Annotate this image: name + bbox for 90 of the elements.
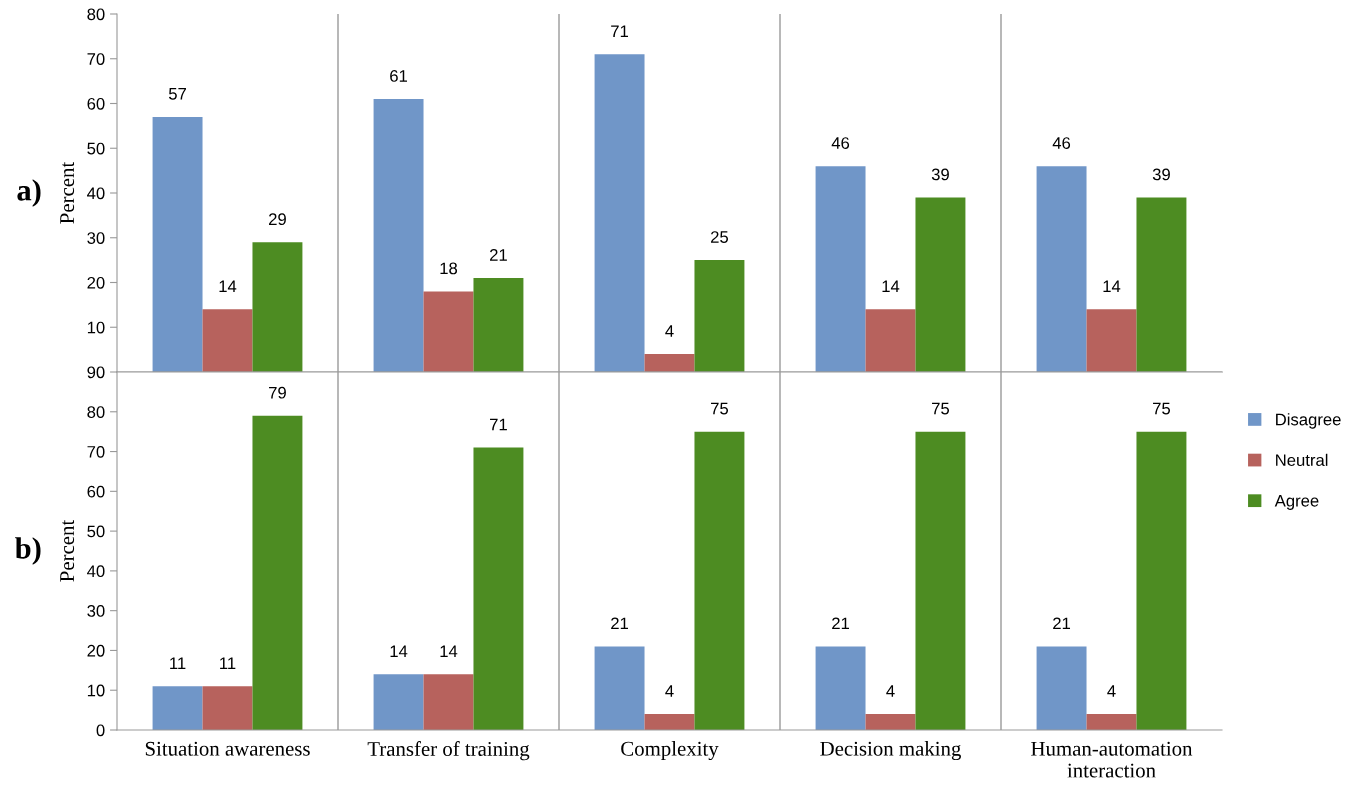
y-tick-label: 70 bbox=[87, 53, 105, 65]
y-tick-label: 80 bbox=[87, 406, 105, 418]
y-tick-label: 30 bbox=[87, 232, 105, 244]
y-tick-label: 10 bbox=[87, 321, 105, 334]
y-tick-label: 0 bbox=[96, 724, 105, 737]
data-label: 11 bbox=[220, 657, 236, 669]
data-label: 18 bbox=[440, 262, 458, 275]
bar bbox=[373, 99, 424, 372]
bar bbox=[473, 447, 524, 730]
bar bbox=[1086, 714, 1137, 730]
data-label: 14 bbox=[440, 645, 458, 657]
bar bbox=[594, 646, 645, 730]
data-label: 25 bbox=[711, 231, 729, 243]
data-label: 4 bbox=[665, 685, 674, 697]
x-tick-label: Situation awareness bbox=[145, 741, 310, 756]
bar bbox=[915, 197, 966, 372]
text: a) bbox=[17, 179, 41, 207]
data-label: 21 bbox=[1053, 617, 1071, 630]
data-label: 21 bbox=[832, 617, 850, 630]
bar bbox=[815, 166, 866, 372]
bar bbox=[1036, 166, 1087, 372]
x-tick-label: Human-automation interaction bbox=[1031, 741, 1193, 778]
y-tick-label: 10 bbox=[87, 684, 105, 697]
data-label: 11 bbox=[170, 657, 186, 669]
bar bbox=[152, 116, 203, 372]
data-label: 75 bbox=[711, 402, 729, 415]
legend-label: Agree bbox=[1274, 495, 1319, 510]
bar bbox=[1136, 431, 1187, 730]
data-label: 57 bbox=[168, 88, 186, 100]
y-axis-title: Percent bbox=[60, 519, 75, 582]
bar bbox=[865, 309, 916, 372]
bar bbox=[423, 674, 474, 730]
data-label: 79 bbox=[269, 386, 286, 399]
legend-label: Neutral bbox=[1276, 453, 1328, 467]
y-axis-title: Percent bbox=[60, 161, 75, 224]
bar bbox=[644, 354, 695, 372]
y-tick-label: 60 bbox=[87, 485, 105, 498]
y-tick-label: 50 bbox=[87, 142, 105, 155]
data-label: 75 bbox=[932, 402, 950, 415]
data-label: 46 bbox=[1052, 137, 1071, 149]
text: b) bbox=[15, 537, 41, 565]
bar bbox=[1086, 309, 1137, 372]
data-label: 14 bbox=[390, 645, 408, 657]
y-tick-label: 60 bbox=[87, 97, 105, 110]
data-label: 46 bbox=[831, 137, 850, 149]
bar bbox=[915, 431, 966, 730]
bar bbox=[473, 278, 524, 372]
bar bbox=[1036, 646, 1087, 730]
bar bbox=[252, 415, 303, 730]
bar bbox=[252, 242, 303, 372]
y-tick-label: 30 bbox=[87, 605, 105, 617]
y-tick-label: 80 bbox=[87, 8, 105, 21]
data-label: 21 bbox=[490, 249, 507, 261]
y-tick-label: 40 bbox=[87, 565, 105, 578]
data-label: 71 bbox=[490, 418, 507, 431]
bar bbox=[644, 714, 695, 730]
data-label: 4 bbox=[665, 325, 674, 337]
y-tick-label: 90 bbox=[87, 366, 105, 379]
data-label: 21 bbox=[611, 617, 629, 630]
y-tick-label: 50 bbox=[87, 525, 105, 538]
bar bbox=[694, 431, 745, 730]
bar bbox=[202, 686, 253, 730]
data-label: 14 bbox=[219, 280, 237, 292]
data-label: 14 bbox=[882, 280, 900, 292]
data-label: 75 bbox=[1153, 402, 1171, 415]
data-label: 4 bbox=[1107, 685, 1116, 697]
y-tick-label: 20 bbox=[87, 644, 105, 657]
data-label: 39 bbox=[1152, 168, 1170, 181]
bar bbox=[694, 260, 745, 372]
y-tick-label: 70 bbox=[87, 445, 105, 458]
bar bbox=[594, 54, 645, 372]
data-label: 71 bbox=[611, 25, 629, 37]
x-tick-label: Complexity bbox=[621, 741, 719, 761]
y-tick-label: 20 bbox=[87, 276, 105, 289]
y-tick-label: 40 bbox=[87, 187, 105, 200]
bar bbox=[202, 309, 253, 372]
bar bbox=[865, 714, 916, 730]
bar bbox=[152, 686, 203, 730]
x-tick-label: Transfer of training bbox=[367, 741, 530, 761]
data-label: 61 bbox=[390, 70, 408, 82]
legend-label: Disagree bbox=[1276, 413, 1341, 429]
data-label: 4 bbox=[886, 685, 895, 697]
bar bbox=[373, 674, 424, 730]
bar bbox=[423, 291, 474, 372]
data-label: 29 bbox=[269, 213, 286, 226]
data-label: 14 bbox=[1103, 280, 1121, 292]
bar bbox=[815, 646, 866, 730]
bar bbox=[1136, 197, 1187, 372]
data-label: 39 bbox=[931, 168, 949, 181]
x-tick-label: Decision making bbox=[820, 741, 961, 761]
